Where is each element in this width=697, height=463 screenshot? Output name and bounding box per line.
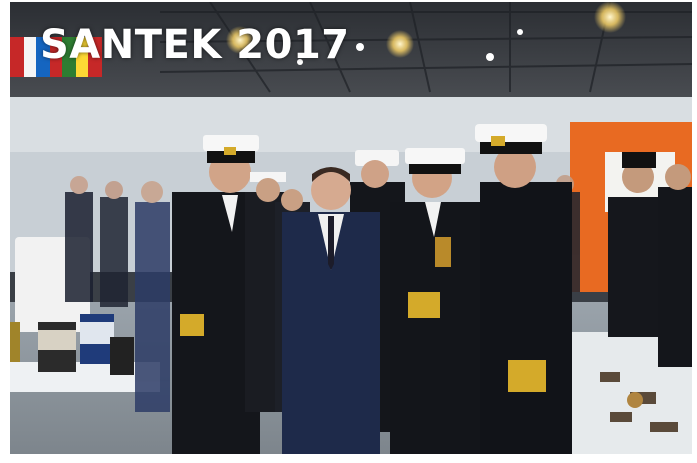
civilian-man (282, 167, 380, 454)
background-crowd (65, 175, 580, 412)
paint-cans (38, 314, 134, 375)
officer-right-edge (608, 152, 692, 367)
ceiling-lights (226, 2, 626, 65)
officer-center (390, 148, 480, 454)
exhibition-photo (10, 2, 692, 454)
photo-frame: SANTEK 2017 (10, 2, 692, 454)
flags (10, 37, 102, 77)
officer-right (475, 124, 572, 454)
photo-caption-title: SANTEK 2017 (40, 22, 350, 68)
